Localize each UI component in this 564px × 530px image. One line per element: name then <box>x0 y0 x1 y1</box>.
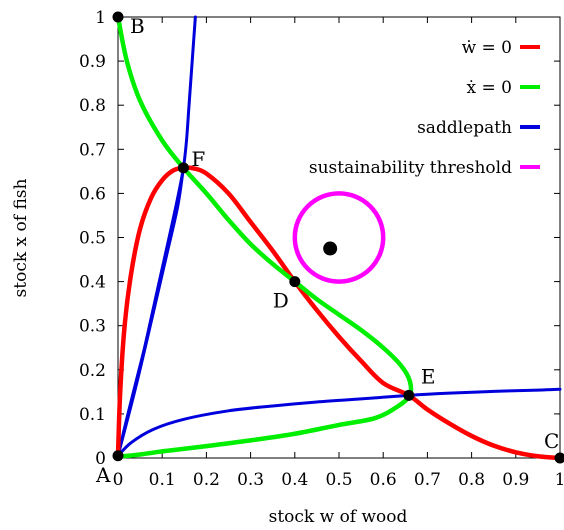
x-tick-label: 0.1 <box>149 470 176 490</box>
y-tick-label: 0.6 <box>79 184 106 204</box>
y-tick-label: 0.2 <box>79 361 106 381</box>
y-tick-label: 0.4 <box>79 273 106 293</box>
saddlepath-line <box>116 166 185 458</box>
point-label-a: A <box>95 463 111 487</box>
sustainability-threshold-circle <box>292 191 386 284</box>
point-label-e: E <box>421 364 436 388</box>
x-tick-label: 0.6 <box>370 470 397 490</box>
x-tick-label: 0.5 <box>325 470 352 490</box>
y-axis-label: stock x of fish <box>11 178 31 297</box>
point-label-c: C <box>544 429 559 453</box>
equilibrium-point-a <box>112 450 124 462</box>
legend-label: ẇ = 0 <box>462 38 512 58</box>
w-dot-zero-line <box>115 165 563 461</box>
saddlepath-line <box>116 387 562 458</box>
point-label-f: F <box>191 147 205 171</box>
x-tick-label: 0.2 <box>193 470 220 490</box>
equilibrium-point-d <box>289 276 301 288</box>
x-tick-label: 0.4 <box>281 470 308 490</box>
y-tick-label: 0 <box>95 449 106 469</box>
x-tick-label: 1 <box>555 470 564 490</box>
saddlepath-line <box>116 15 197 458</box>
marker-point <box>323 241 338 256</box>
x-tick-label: 0.7 <box>414 470 441 490</box>
point-label-d: D <box>273 289 289 313</box>
x-tick-label: 0.9 <box>502 470 529 490</box>
x-tick-label: 0.8 <box>458 470 485 490</box>
legend: ẇ = 0 ẋ = 0 saddlepath sustainability thres… <box>309 38 540 178</box>
legend-label: ẋ = 0 <box>467 78 512 98</box>
y-tick-label: 1 <box>95 8 106 28</box>
equilibrium-point-b <box>112 11 124 23</box>
legend-label: sustainability threshold <box>309 158 512 178</box>
y-tick-label: 0.9 <box>79 52 106 72</box>
x-tick-label: 0.3 <box>237 470 264 490</box>
legend-label: saddlepath <box>417 118 512 138</box>
equilibrium-point-c <box>554 452 564 464</box>
y-tick-label: 0.3 <box>79 317 106 337</box>
y-tick-label: 0.7 <box>79 140 106 160</box>
point-label-b: B <box>130 14 145 38</box>
y-tick-label: 0.5 <box>79 229 106 249</box>
equilibrium-point-f <box>177 162 189 174</box>
plot-axes: 0 0.1 0.2 0.3 0.4 0.5 0.6 0.7 0.8 0.9 1 0 0.1 0.2 0.3 0… <box>79 8 564 490</box>
x-axis-label: stock w of wood <box>269 507 408 527</box>
y-tick-label: 0.1 <box>79 405 106 425</box>
equilibrium-point-e <box>403 389 415 401</box>
y-tick-label: 0.8 <box>79 96 106 116</box>
x-tick-label: 0 <box>113 470 124 490</box>
plot-points: A B C D E F <box>95 11 564 487</box>
